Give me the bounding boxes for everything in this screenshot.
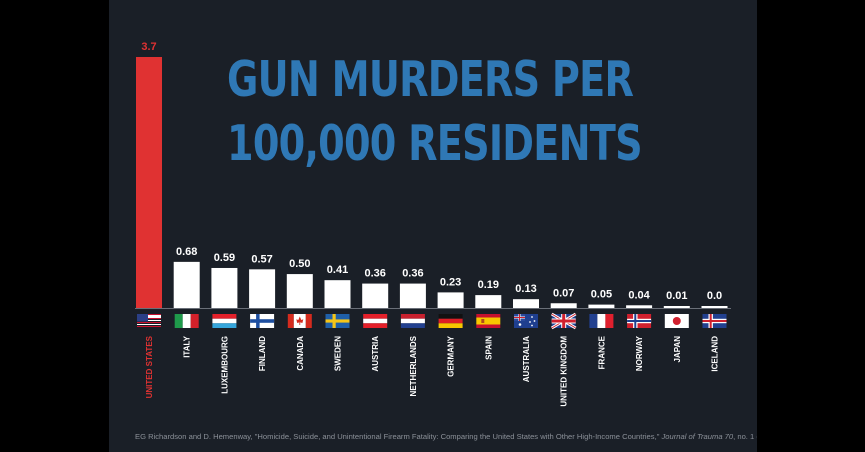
bar-group-norway: 0.04 NORWAY bbox=[626, 289, 653, 371]
bar-sweden bbox=[324, 280, 351, 308]
bar-group-iceland: 0.0 ICELAND bbox=[701, 290, 728, 372]
country-label-japan: JAPAN bbox=[673, 336, 682, 363]
value-label-netherlands: 0.36 bbox=[402, 268, 423, 280]
value-label-japan: 0.01 bbox=[666, 290, 687, 302]
value-label-sweden: 0.41 bbox=[327, 264, 348, 276]
flag-finland-icon bbox=[250, 314, 275, 328]
flag-luxembourg-icon bbox=[212, 314, 237, 328]
country-label-norway: NORWAY bbox=[635, 335, 644, 371]
bar-group-australia: 0.13 AUSTRALIA bbox=[513, 283, 539, 382]
bar-germany bbox=[437, 292, 464, 308]
flag-usa-icon bbox=[137, 314, 161, 327]
country-label-australia: AUSTRALIA bbox=[522, 336, 531, 382]
citation-suffix: , no. 1 (January 2011) bbox=[733, 432, 757, 441]
flag-japan-icon bbox=[664, 314, 689, 328]
value-label-austria: 0.36 bbox=[364, 268, 385, 280]
bar-group-japan: 0.01 JAPAN bbox=[663, 290, 690, 363]
flag-netherlands-icon bbox=[400, 314, 425, 328]
bar-group-canada: 0.50 CANADA bbox=[286, 258, 313, 371]
bar-group-luxembourg: 0.59 LUXEMBOURG bbox=[211, 252, 238, 394]
flag-austria-icon bbox=[363, 314, 388, 328]
flag-uk-icon bbox=[550, 312, 577, 330]
flag-germany-icon bbox=[438, 314, 463, 328]
country-label-france: FRANCE bbox=[597, 335, 606, 369]
country-label-spain: SPAIN bbox=[484, 336, 493, 360]
flag-france-icon bbox=[589, 314, 614, 328]
flag-italy-icon bbox=[174, 314, 199, 328]
value-label-norway: 0.04 bbox=[628, 289, 650, 301]
value-label-luxembourg: 0.59 bbox=[214, 252, 235, 264]
bar-group-italy: 0.68 ITALY bbox=[173, 246, 200, 358]
bar-finland bbox=[249, 269, 276, 308]
bar-luxembourg bbox=[211, 267, 238, 308]
bar-group-sweden: 0.41 SWEDEN bbox=[324, 264, 351, 371]
bar-group-spain: 0.19 SPAIN bbox=[475, 279, 502, 360]
value-label-united-states: 3.7 bbox=[141, 41, 156, 53]
flag-spain-icon bbox=[476, 314, 501, 328]
chart-title-line-1: GUN MURDERS PER bbox=[227, 51, 634, 108]
value-label-france: 0.05 bbox=[591, 289, 612, 301]
source-citation: EG Richardson and D. Hemenway, "Homicide… bbox=[135, 432, 757, 441]
country-label-united-kingdom: UNITED KINGDOM bbox=[560, 336, 569, 407]
value-label-germany: 0.23 bbox=[440, 276, 461, 288]
value-label-iceland: 0.0 bbox=[707, 290, 722, 302]
value-label-spain: 0.19 bbox=[478, 279, 499, 291]
bar-iceland bbox=[701, 306, 728, 308]
country-label-italy: ITALY bbox=[183, 335, 192, 357]
flag-canada-icon bbox=[287, 314, 312, 328]
country-label-luxembourg: LUXEMBOURG bbox=[220, 336, 229, 394]
bar-netherlands bbox=[399, 283, 426, 308]
bar-group-austria: 0.36 AUSTRIA bbox=[362, 268, 389, 372]
value-label-australia: 0.13 bbox=[515, 283, 536, 295]
flag-iceland-icon bbox=[702, 314, 727, 328]
country-label-austria: AUSTRIA bbox=[371, 336, 380, 372]
bar-italy bbox=[173, 261, 200, 308]
citation-prefix: EG Richardson and D. Hemenway, "Homicide… bbox=[135, 432, 662, 441]
bar-group-germany: 0.23 GERMANY bbox=[437, 276, 464, 377]
country-label-netherlands: NETHERLANDS bbox=[409, 335, 418, 396]
flag-norway-icon bbox=[627, 314, 652, 328]
bar-group-finland: 0.57 FINLAND bbox=[249, 253, 276, 371]
value-label-italy: 0.68 bbox=[176, 246, 197, 258]
flag-sweden-icon bbox=[325, 314, 350, 328]
bar-france bbox=[588, 304, 615, 308]
country-label-iceland: ICELAND bbox=[711, 336, 720, 372]
citation-journal: Journal of Trauma 70 bbox=[661, 432, 734, 441]
country-label-germany: GERMANY bbox=[447, 335, 456, 377]
country-label-finland: FINLAND bbox=[258, 336, 267, 371]
chart-panel: GUN MURDERS PER 100,000 RESIDENTS 3.7 UNI… bbox=[109, 0, 757, 452]
chart-title: GUN MURDERS PER 100,000 RESIDENTS bbox=[227, 48, 643, 176]
bar-united-kingdom bbox=[550, 303, 577, 308]
bar-norway bbox=[626, 305, 653, 308]
value-label-united-kingdom: 0.07 bbox=[553, 287, 574, 299]
country-label-canada: CANADA bbox=[296, 336, 305, 371]
country-label-united-states: UNITED STATES bbox=[145, 335, 154, 398]
bar-group-united-states: 3.7 UNITED STATES bbox=[136, 41, 162, 398]
bar-group-united-kingdom: 0.07 UNITED KINGDOM bbox=[550, 287, 577, 407]
bar-group-netherlands: 0.36 NETHERLANDS bbox=[399, 268, 426, 396]
bar-canada bbox=[286, 274, 313, 308]
chart-title-line-2: 100,000 RESIDENTS bbox=[227, 115, 643, 172]
bar-group-france: 0.05 FRANCE bbox=[588, 289, 615, 369]
bar-australia bbox=[513, 299, 539, 308]
bar-united-states bbox=[136, 57, 162, 308]
bar-austria bbox=[362, 283, 389, 308]
flag-australia-icon bbox=[514, 314, 538, 328]
bar-spain bbox=[475, 295, 502, 308]
country-label-sweden: SWEDEN bbox=[334, 336, 343, 371]
bar-japan bbox=[663, 306, 690, 308]
value-label-finland: 0.57 bbox=[251, 253, 272, 265]
value-label-canada: 0.50 bbox=[289, 258, 310, 270]
